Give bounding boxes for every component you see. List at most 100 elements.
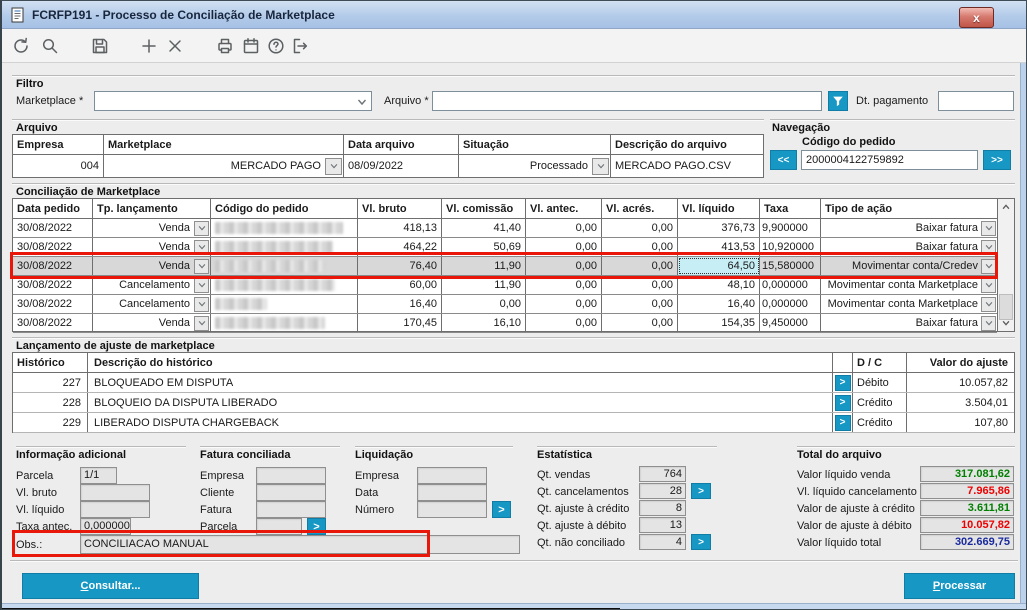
cell-vl-comissao[interactable]: 11,90 — [442, 257, 526, 275]
nav-prev-button[interactable]: << — [770, 150, 797, 170]
dropdown-button[interactable] — [194, 277, 209, 293]
cell-tipo-acao[interactable]: Baixar fatura — [821, 219, 997, 237]
cell-vl-liquido[interactable]: 16,40 — [678, 295, 760, 313]
cell-data-arquivo[interactable]: 08/09/2022 — [344, 155, 459, 177]
marketplace-combobox[interactable] — [94, 91, 372, 111]
dropdown-button[interactable] — [194, 315, 209, 331]
cell-codigo-pedido[interactable] — [211, 257, 358, 275]
ajuste-drill-button[interactable]: > — [834, 394, 851, 411]
cell-valor-ajuste[interactable]: 107,80 — [974, 416, 1008, 429]
dropdown-button[interactable] — [194, 220, 209, 236]
cell-data-pedido[interactable]: 30/08/2022 — [13, 276, 93, 294]
cell-empresa[interactable]: 004 — [13, 155, 104, 177]
cell-vl-liquido[interactable]: 413,53 — [678, 238, 760, 256]
cell-situacao[interactable]: Processado — [459, 155, 611, 177]
cell-vl-bruto[interactable]: 418,13 — [358, 219, 442, 237]
cell-vl-liquido[interactable]: 376,73 — [678, 219, 760, 237]
ajuste-drill-button[interactable]: > — [834, 414, 851, 431]
cell-marketplace[interactable]: MERCADO PAGO — [104, 155, 344, 177]
undo-button[interactable] — [11, 36, 31, 56]
table-row[interactable]: 30/08/2022 Cancelamento 60,00 11,90 0,00 0,00… — [13, 276, 997, 295]
add-button[interactable] — [139, 36, 159, 56]
dropdown-button[interactable] — [981, 296, 996, 312]
cell-taxa[interactable]: 9,450000 — [760, 314, 821, 332]
cell-codigo-pedido[interactable] — [211, 219, 358, 237]
cell-codigo-pedido[interactable] — [211, 238, 358, 256]
cell-valor-ajuste[interactable]: 3.504,01 — [965, 396, 1008, 409]
cell-tp-lancamento[interactable]: Venda — [93, 238, 211, 256]
scroll-up-button[interactable] — [998, 199, 1014, 215]
cell-tp-lancamento[interactable]: Cancelamento — [93, 276, 211, 294]
cell-vl-comissao[interactable]: 41,40 — [442, 219, 526, 237]
cell-descricao[interactable]: MERCADO PAGO.CSV — [615, 160, 731, 172]
cell-vl-antec[interactable]: 0,00 — [526, 219, 602, 237]
cell-valor-ajuste[interactable]: 10.057,82 — [959, 376, 1008, 389]
cell-dc[interactable]: Crédito — [853, 413, 907, 432]
chevron-down-icon[interactable] — [356, 96, 368, 108]
cell-taxa[interactable]: 15,580000 — [760, 257, 821, 275]
cell-vl-acres[interactable]: 0,00 — [602, 295, 678, 313]
cell-dc[interactable]: Crédito — [853, 393, 907, 412]
cell-vl-antec[interactable]: 0,00 — [526, 276, 602, 294]
cell-vl-bruto[interactable]: 76,40 — [358, 257, 442, 275]
table-row[interactable]: 30/08/2022 Cancelamento 16,40 0,00 0,00 0,00 1… — [13, 295, 997, 314]
cell-taxa[interactable]: 0,000000 — [760, 276, 821, 294]
cell-tipo-acao[interactable]: Movimentar conta Marketplace — [821, 295, 997, 313]
cell-vl-bruto[interactable]: 464,22 — [358, 238, 442, 256]
cell-dc[interactable]: Débito — [853, 373, 907, 392]
cell-descricao-historico[interactable]: BLOQUEIO DA DISPUTA LIBERADO — [88, 393, 833, 412]
cell-vl-comissao[interactable]: 0,00 — [442, 295, 526, 313]
dropdown-button[interactable] — [981, 239, 996, 255]
cell-historico[interactable]: 228 — [13, 393, 88, 412]
fatura-drill-button[interactable]: > — [307, 518, 326, 535]
close-button[interactable]: x — [959, 7, 994, 28]
cell-tp-lancamento[interactable]: Cancelamento — [93, 295, 211, 313]
stat-drill-button[interactable]: > — [691, 483, 711, 499]
cell-historico[interactable]: 227 — [13, 373, 88, 392]
exit-button[interactable] — [290, 36, 310, 56]
cell-codigo-pedido[interactable] — [211, 295, 358, 313]
nav-next-button[interactable]: >> — [983, 150, 1011, 170]
dropdown-button[interactable] — [194, 239, 209, 255]
cell-vl-antec[interactable]: 0,00 — [526, 295, 602, 313]
cell-codigo-pedido[interactable] — [211, 314, 358, 332]
cell-vl-comissao[interactable]: 11,90 — [442, 276, 526, 294]
cell-tp-lancamento[interactable]: Venda — [93, 219, 211, 237]
help-button[interactable] — [266, 36, 286, 56]
table-row[interactable]: 30/08/2022 Venda 170,45 16,10 0,00 0,00 154,35… — [13, 314, 997, 333]
dropdown-button[interactable] — [592, 157, 609, 175]
cell-vl-bruto[interactable]: 170,45 — [358, 314, 442, 332]
nav-codigo-input[interactable]: 2000004122759892 — [801, 150, 978, 170]
cell-vl-acres[interactable]: 0,00 — [602, 257, 678, 275]
cell-descricao-historico[interactable]: LIBERADO DISPUTA CHARGEBACK — [88, 413, 833, 432]
table-row[interactable]: 30/08/2022 Venda 418,13 41,40 0,00 0,00 376,73… — [13, 219, 997, 238]
dropdown-button[interactable] — [981, 220, 996, 236]
cell-tp-lancamento[interactable]: Venda — [93, 314, 211, 332]
cell-vl-antec[interactable]: 0,00 — [526, 257, 602, 275]
cell-vl-liquido[interactable]: 64,50 — [678, 257, 760, 275]
dropdown-button[interactable] — [981, 315, 996, 331]
print-button[interactable] — [215, 36, 235, 56]
dt-pagamento-input[interactable] — [938, 91, 1014, 111]
cell-tipo-acao[interactable]: Baixar fatura — [821, 238, 997, 256]
calendar-button[interactable] — [241, 36, 261, 56]
cell-tipo-acao[interactable]: Movimentar conta/Credev — [821, 257, 997, 275]
cell-vl-acres[interactable]: 0,00 — [602, 276, 678, 294]
cell-vl-comissao[interactable]: 16,10 — [442, 314, 526, 332]
liquidacao-drill-button[interactable]: > — [492, 501, 511, 518]
cell-vl-liquido[interactable]: 48,10 — [678, 276, 760, 294]
dropdown-button[interactable] — [325, 157, 342, 175]
cell-data-pedido[interactable]: 30/08/2022 — [13, 219, 93, 237]
cell-vl-antec[interactable]: 0,00 — [526, 238, 602, 256]
cell-taxa[interactable]: 0,000000 — [760, 295, 821, 313]
cell-taxa[interactable]: 10,920000 — [760, 238, 821, 256]
cell-vl-comissao[interactable]: 50,69 — [442, 238, 526, 256]
table-row[interactable]: 30/08/2022 Venda 464,22 50,69 0,00 0,00 413,53… — [13, 238, 997, 257]
ajuste-drill-button[interactable]: > — [834, 374, 851, 391]
cell-descricao-historico[interactable]: BLOQUEADO EM DISPUTA — [88, 373, 833, 392]
cell-data-pedido[interactable]: 30/08/2022 — [13, 257, 93, 275]
save-button[interactable] — [90, 36, 110, 56]
cell-vl-bruto[interactable]: 60,00 — [358, 276, 442, 294]
search-button[interactable] — [40, 36, 60, 56]
cell-vl-acres[interactable]: 0,00 — [602, 314, 678, 332]
